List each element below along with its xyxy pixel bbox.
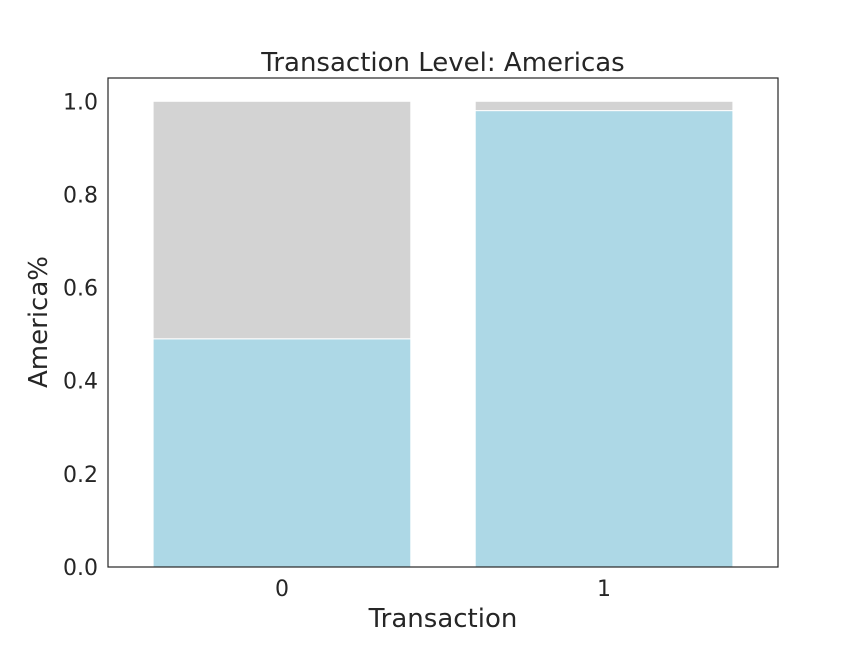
y-axis-label: America% <box>24 256 54 388</box>
y-tick-label: 0.4 <box>63 370 98 395</box>
bar-1-segment-0 <box>474 110 734 568</box>
y-tick-label: 0.2 <box>63 463 98 488</box>
y-axis-ticks: 0.0 0.2 0.4 0.6 0.8 1.0 <box>63 90 98 581</box>
bar-1-segment-1 <box>474 100 734 112</box>
bar-0-segment-1 <box>152 100 412 340</box>
x-tick-label: 0 <box>275 577 289 602</box>
chart-title: Transaction Level: Americas <box>260 48 624 78</box>
y-tick-label: 0.0 <box>63 556 98 581</box>
plot-frame <box>107 77 779 568</box>
y-tick-label: 1.0 <box>63 90 98 115</box>
y-tick-label: 0.8 <box>63 183 98 208</box>
y-tick-label: 0.6 <box>63 277 98 302</box>
bar-0-segment-0 <box>152 338 412 568</box>
x-tick-label: 1 <box>597 577 611 602</box>
x-axis-label: Transaction <box>368 604 518 634</box>
bars-group <box>152 100 734 568</box>
